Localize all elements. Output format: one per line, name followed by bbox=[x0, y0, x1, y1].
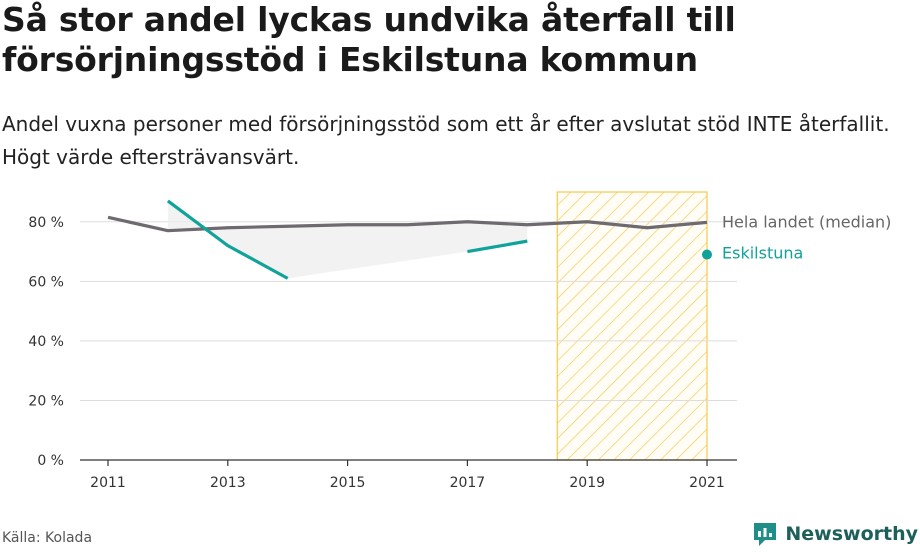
y-tick-label: 60 % bbox=[28, 274, 64, 290]
x-tick-label: 2019 bbox=[569, 475, 605, 491]
series-label-national: Hela landet (median) bbox=[722, 212, 891, 231]
series-line-eskilstuna bbox=[467, 239, 528, 254]
highlight-period bbox=[556, 191, 708, 461]
series-label-eskilstuna: Eskilstuna bbox=[722, 244, 803, 263]
chart-subtitle: Andel vuxna personer med försörjningsstö… bbox=[2, 112, 890, 169]
brand-name: Newsworthy bbox=[785, 523, 918, 545]
newsworthy-logo-icon bbox=[754, 523, 777, 546]
y-tick-label: 0 % bbox=[37, 453, 64, 469]
x-tick-label: 2021 bbox=[689, 475, 725, 491]
difference-band bbox=[167, 200, 528, 279]
y-tick-label: 20 % bbox=[28, 393, 64, 409]
source-note: Källa: Kolada bbox=[2, 530, 93, 546]
series-line-eskilstuna bbox=[166, 199, 289, 280]
brand-logo[interactable]: Newsworthy bbox=[751, 519, 918, 549]
x-tick-label: 2015 bbox=[330, 475, 366, 491]
chart-title: Så stor andel lyckas undvika återfall ti… bbox=[2, 0, 736, 79]
x-tick-label: 2013 bbox=[210, 475, 246, 491]
y-tick-label: 80 % bbox=[28, 215, 64, 231]
eskilstuna-point bbox=[702, 249, 712, 260]
x-tick-label: 2011 bbox=[90, 475, 126, 491]
y-tick-label: 40 % bbox=[28, 334, 64, 350]
x-tick-label: 2017 bbox=[450, 475, 486, 491]
line-chart: 0 % 20 % 40 % 60 % 80 % 2011 2013 2015 2017 2019 2… bbox=[28, 191, 891, 491]
